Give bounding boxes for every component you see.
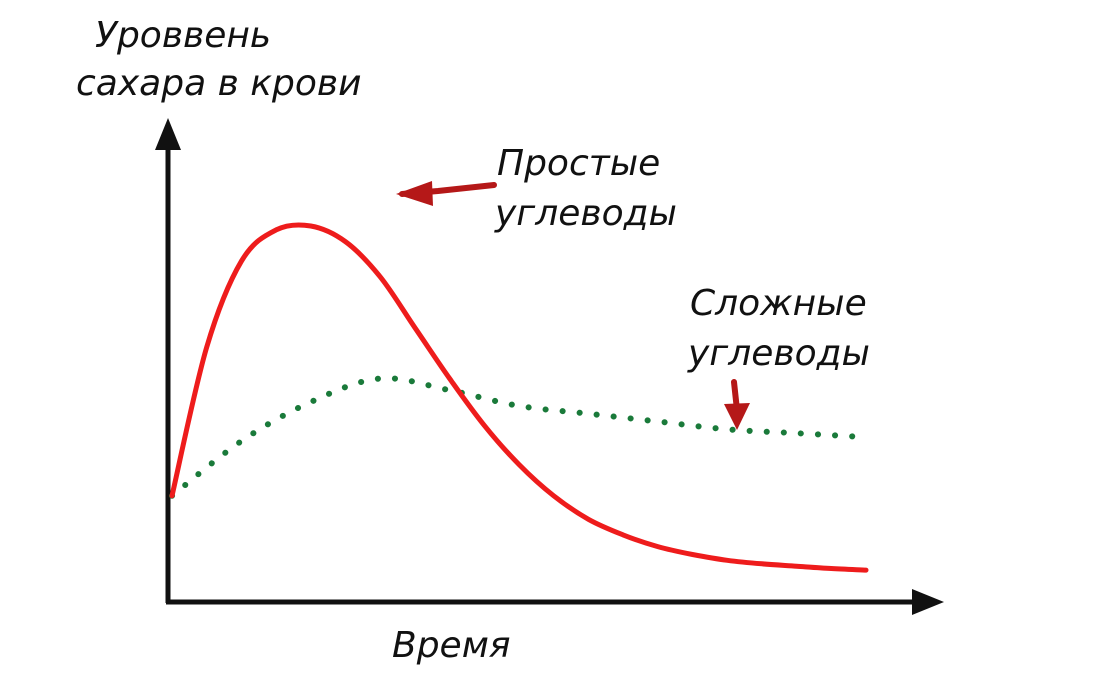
complex-carbs-label-line-1: Сложные [690, 283, 867, 324]
simple-carbs-label-line-1: Простые [497, 143, 661, 184]
simple-carbs-arrowhead [396, 181, 433, 206]
simple-carbs-line [169, 222, 869, 573]
y-axis-label-line-2: сахара в крови [76, 63, 362, 104]
y-axis-arrowhead [155, 118, 181, 150]
x-axis-label: Время [392, 625, 511, 666]
series-layer [169, 222, 869, 573]
complex-carbs-arrowhead [724, 403, 750, 430]
complex-carbs-label-line-2: углеводы [688, 333, 870, 374]
y-axis-label-line-1: Уроввень [95, 15, 272, 56]
x-axis-arrowhead [912, 589, 944, 615]
annotation-arrows [396, 181, 750, 430]
complex-carbs-line [169, 375, 869, 499]
simple-carbs-label-line-2: углеводы [495, 193, 677, 234]
axes [155, 118, 944, 615]
